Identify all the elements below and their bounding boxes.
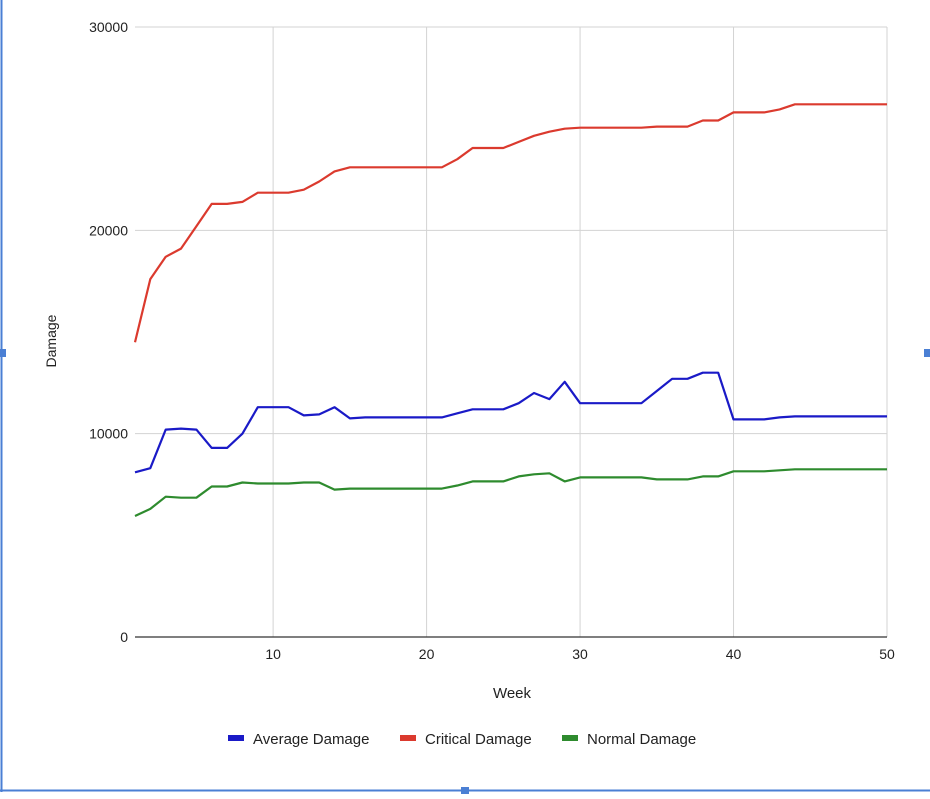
x-tick-label: 40 — [726, 646, 742, 662]
series-line-critical-damage — [133, 103, 887, 343]
gridlines — [135, 26, 888, 637]
legend-label-average-damage: Average Damage — [253, 731, 369, 748]
x-tick-label: 10 — [265, 646, 281, 662]
x-tick-label: 30 — [572, 646, 588, 662]
y-tick-label: 30000 — [89, 19, 128, 35]
legend-label-critical-damage: Critical Damage — [425, 731, 532, 748]
legend-swatch-critical-damage — [400, 735, 416, 741]
series-line-normal-damage — [134, 468, 887, 517]
x-tick-label: 20 — [419, 646, 435, 662]
series-lines — [133, 103, 887, 517]
y-tick-label: 10000 — [89, 426, 128, 442]
y-axis-title: Damage — [43, 314, 59, 367]
y-tick-label: 20000 — [89, 222, 128, 238]
legend: Average Damage Critical Damage Normal Dama… — [228, 731, 696, 748]
x-axis-title: Week — [493, 685, 532, 702]
tick-labels: 0 10000 20000 30000 10 20 30 40 50 — [89, 19, 895, 662]
legend-label-normal-damage: Normal Damage — [587, 731, 696, 748]
resize-handle-left[interactable] — [0, 349, 6, 357]
y-tick-label: 0 — [120, 629, 128, 645]
x-tick-label: 50 — [879, 646, 895, 662]
resize-handle-bottom[interactable] — [461, 787, 469, 794]
legend-swatch-normal-damage — [562, 735, 578, 741]
series-line-average-damage — [134, 371, 887, 474]
resize-handle-right[interactable] — [924, 349, 930, 357]
legend-swatch-average-damage — [228, 735, 244, 741]
